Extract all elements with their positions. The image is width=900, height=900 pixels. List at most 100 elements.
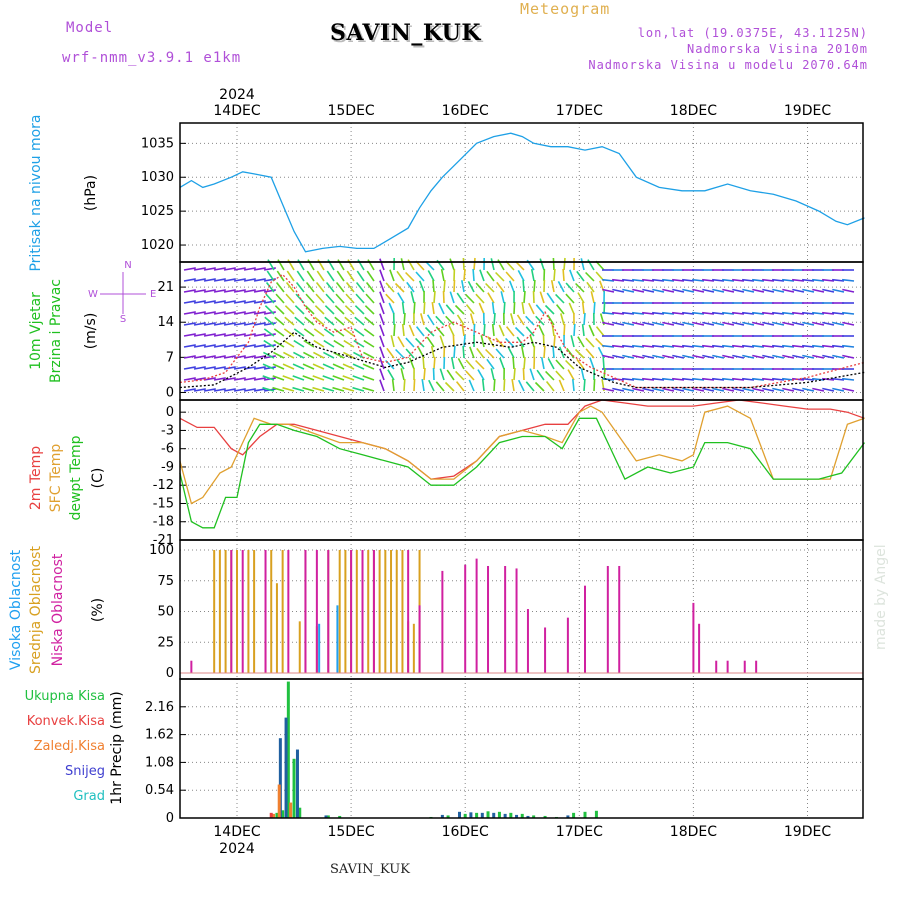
wind-arrow xyxy=(682,344,695,348)
cloud-bar xyxy=(544,627,547,673)
cloud-bar xyxy=(418,605,421,673)
wind-arrow xyxy=(233,267,246,271)
wind-arrow xyxy=(243,322,256,326)
wind-arrow xyxy=(568,302,575,315)
cloud-bar xyxy=(213,550,216,673)
wind-arrow xyxy=(515,260,525,271)
wind-arrow xyxy=(263,328,275,337)
wind-arrow xyxy=(223,311,236,315)
wind-arrow xyxy=(322,363,335,370)
wind-arrow xyxy=(467,281,475,293)
wind-arrow xyxy=(792,288,805,293)
wind-arrow xyxy=(595,326,605,337)
wind-arrow xyxy=(274,305,285,315)
wind-arrow xyxy=(622,354,635,359)
wind-arrow xyxy=(463,268,466,282)
wind-arrow xyxy=(702,321,715,326)
wind-arrow xyxy=(603,301,606,315)
top-date-label: 17DEC xyxy=(556,103,603,119)
wind-arrow xyxy=(587,259,595,271)
wind-arrow xyxy=(303,339,315,348)
wind-arrow xyxy=(243,333,256,337)
bottom-date-label: 17DEC xyxy=(556,824,603,840)
wind-arrow xyxy=(558,379,565,392)
temp-dewpt-line xyxy=(179,417,866,529)
wind-arrow xyxy=(712,377,725,381)
cloud-bar xyxy=(224,550,227,673)
precip-legend-item: Grad xyxy=(73,789,105,804)
wind-arrow xyxy=(325,282,335,293)
compass-n: N xyxy=(124,260,131,271)
wind-arrow xyxy=(539,291,545,304)
wind-arrow xyxy=(722,354,735,359)
wind-arrow xyxy=(632,288,645,293)
wind-arrow xyxy=(662,344,675,348)
wind-arrow xyxy=(353,328,365,337)
wind-arrow xyxy=(275,282,285,293)
wind-arrow xyxy=(802,321,815,326)
bottom-date-label: 19DEC xyxy=(784,824,831,840)
cloud-bar xyxy=(606,565,609,673)
wind-arrow xyxy=(389,269,395,282)
wind-arrow xyxy=(263,339,275,348)
wind-arrow xyxy=(465,293,475,304)
cloud-bar xyxy=(441,570,444,673)
wind-arrow xyxy=(193,344,206,348)
wind-arrow xyxy=(772,321,785,326)
wind-arrow xyxy=(782,278,795,282)
wind-arrow xyxy=(581,324,585,337)
wind-arrow xyxy=(812,321,825,326)
wind-arrow xyxy=(253,278,266,282)
wind-arrow xyxy=(475,359,485,370)
wind-arrow xyxy=(543,345,546,359)
cloud-bar xyxy=(584,585,587,673)
wind-arrow xyxy=(722,344,735,348)
wind-arrow xyxy=(282,375,295,381)
wind-arrow xyxy=(428,379,435,392)
wind-arrow xyxy=(272,363,285,370)
wind-arrow xyxy=(265,293,275,304)
wind-arrow xyxy=(682,311,695,315)
wind-arrow xyxy=(390,335,395,348)
cloud-bar xyxy=(350,550,353,673)
wind-arrow xyxy=(588,324,595,337)
wind-arrow xyxy=(652,387,665,392)
wind-arrow xyxy=(622,387,635,392)
precip-bar xyxy=(446,815,450,818)
wind-arrow xyxy=(682,288,695,293)
wind-arrow xyxy=(193,300,206,304)
wind-arrow xyxy=(672,377,685,381)
wind-arrow xyxy=(346,270,355,282)
cloud-axis-title-3: Niska Oblacnost xyxy=(50,553,66,666)
wind-arrow xyxy=(752,387,765,392)
wind-arrow xyxy=(405,271,415,282)
wind-arrow xyxy=(453,279,456,293)
wind-arrow xyxy=(692,387,705,392)
wind-arrow xyxy=(277,259,285,271)
wind-arrow xyxy=(832,344,845,348)
wind-arrow xyxy=(453,345,456,359)
y-tick-label: -21 xyxy=(153,533,174,548)
y-tick-label: 100 xyxy=(149,543,174,558)
wind-arrow xyxy=(273,328,285,337)
wind-arrow xyxy=(354,316,365,326)
cloud-bar xyxy=(355,550,358,673)
wind-arrow xyxy=(213,377,226,381)
y-tick-label: 0 xyxy=(166,811,174,826)
wind-arrow xyxy=(344,305,355,315)
wind-arrow xyxy=(293,328,305,337)
wind-arrow xyxy=(792,321,805,326)
wind-arrow xyxy=(283,351,295,359)
wind-arrow xyxy=(580,368,585,381)
wind-arrow xyxy=(413,378,416,392)
wind-arrow xyxy=(253,366,266,370)
wind-arrow xyxy=(555,370,565,381)
wind-arrow xyxy=(463,334,466,348)
wind-arrow xyxy=(213,344,226,348)
cloud-bar xyxy=(315,550,318,673)
wind-arrow xyxy=(517,270,525,282)
wind-arrow xyxy=(772,354,785,359)
wind-arrow xyxy=(530,269,535,282)
wind-arrow xyxy=(253,289,266,293)
wind-arrow xyxy=(263,311,276,315)
